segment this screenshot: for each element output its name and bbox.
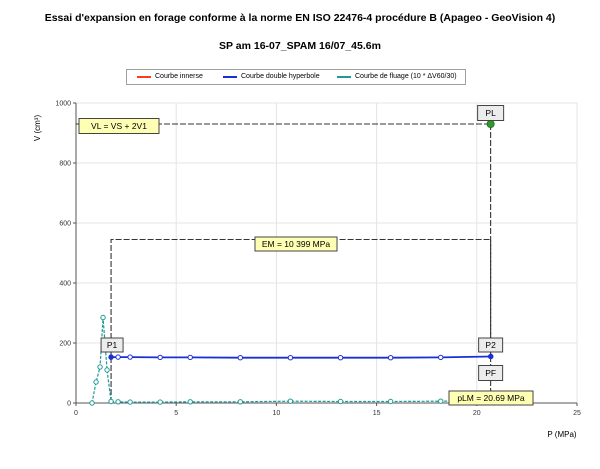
vl-label: VL = VS + 2V1 — [91, 121, 147, 131]
data-point — [93, 379, 99, 385]
x-tick-label: 5 — [174, 410, 178, 417]
p2-point — [488, 353, 494, 360]
data-point — [237, 355, 244, 361]
data-point — [187, 354, 193, 361]
plm-label-box — [448, 390, 534, 406]
data-point — [108, 398, 114, 405]
legend-swatch — [337, 76, 351, 78]
y-axis-label: V (cm³) — [33, 115, 42, 142]
data-point — [237, 399, 244, 405]
legend-label: Courbe innerse — [155, 73, 203, 80]
annotations: VL = VS + 2V1 EM = 10 399 MPa pLM = 20.69 … — [78, 105, 534, 406]
y-tick-label: 800 — [59, 161, 71, 168]
data-point — [127, 399, 133, 405]
data-point — [127, 354, 133, 360]
chart-legend: Courbe innerse Courbe double hyperbole C… — [126, 69, 466, 85]
data-point — [97, 364, 103, 370]
x-tick-label: 25 — [573, 410, 581, 417]
p2-label: P2 — [485, 340, 496, 350]
em-label-box — [254, 236, 338, 252]
pl-label-box — [477, 105, 505, 121]
data-point — [337, 398, 344, 405]
data-point — [287, 398, 294, 404]
data-point — [104, 367, 110, 373]
series-layer — [89, 314, 494, 406]
y-tick-label: 400 — [59, 281, 71, 288]
p1-point — [108, 354, 114, 360]
x-tick-label: 0 — [74, 410, 78, 417]
x-axis-label: P (MPa) — [547, 430, 577, 439]
em-label: EM = 10 399 MPa — [262, 239, 331, 249]
p1-label: P1 — [107, 340, 118, 350]
series-line-2 — [91, 317, 491, 404]
pf-label-box — [478, 365, 504, 381]
data-point — [115, 399, 121, 405]
y-tick-label: 1000 — [55, 101, 71, 108]
x-tick-label: 10 — [273, 410, 281, 417]
legend-swatch — [137, 76, 151, 78]
legend-label: Courbe double hyperbole — [241, 73, 320, 80]
data-point — [438, 398, 444, 404]
chart-subtitle: SP am 16-07_SPAM 16/07_45.6m — [219, 40, 381, 52]
p2-label-box — [478, 337, 504, 353]
data-point — [157, 399, 163, 405]
data-point — [287, 355, 294, 361]
grid — [75, 102, 578, 404]
data-point — [337, 355, 344, 361]
data-point — [115, 354, 121, 360]
x-tick-label: 20 — [473, 410, 481, 417]
legend-swatch — [223, 76, 237, 78]
pl-point — [486, 120, 495, 129]
chart-title: Essai d'expansion en forage conforme à l… — [44, 12, 556, 24]
data-point — [187, 399, 193, 405]
data-point — [108, 354, 114, 360]
y-tick-label: 0 — [67, 401, 71, 408]
pl-label: PL — [485, 108, 496, 118]
p1-label-box — [100, 337, 124, 353]
pf-label: PF — [485, 368, 496, 378]
em-guide-line — [110, 238, 492, 403]
axes: 0 5 10 15 20 25 0 200 400 600 800 1000 — [55, 101, 581, 418]
data-point — [100, 314, 106, 321]
data-point — [387, 355, 394, 361]
y-tick-label: 600 — [59, 221, 71, 228]
data-point — [488, 397, 494, 404]
x-tick-label: 15 — [373, 410, 381, 417]
data-point — [387, 398, 394, 405]
series-line-1 — [111, 355, 491, 359]
data-point — [89, 400, 95, 406]
y-tick-label: 200 — [59, 341, 71, 348]
legend-label: Courbe de fluage (10 * ΔV60/30) — [355, 73, 457, 80]
data-point — [438, 354, 444, 361]
guide-lines — [76, 123, 492, 403]
plm-label: pLM = 20.69 MPa — [457, 393, 525, 403]
data-point — [157, 354, 163, 361]
data-point — [488, 353, 494, 360]
vl-label-box — [78, 118, 160, 134]
